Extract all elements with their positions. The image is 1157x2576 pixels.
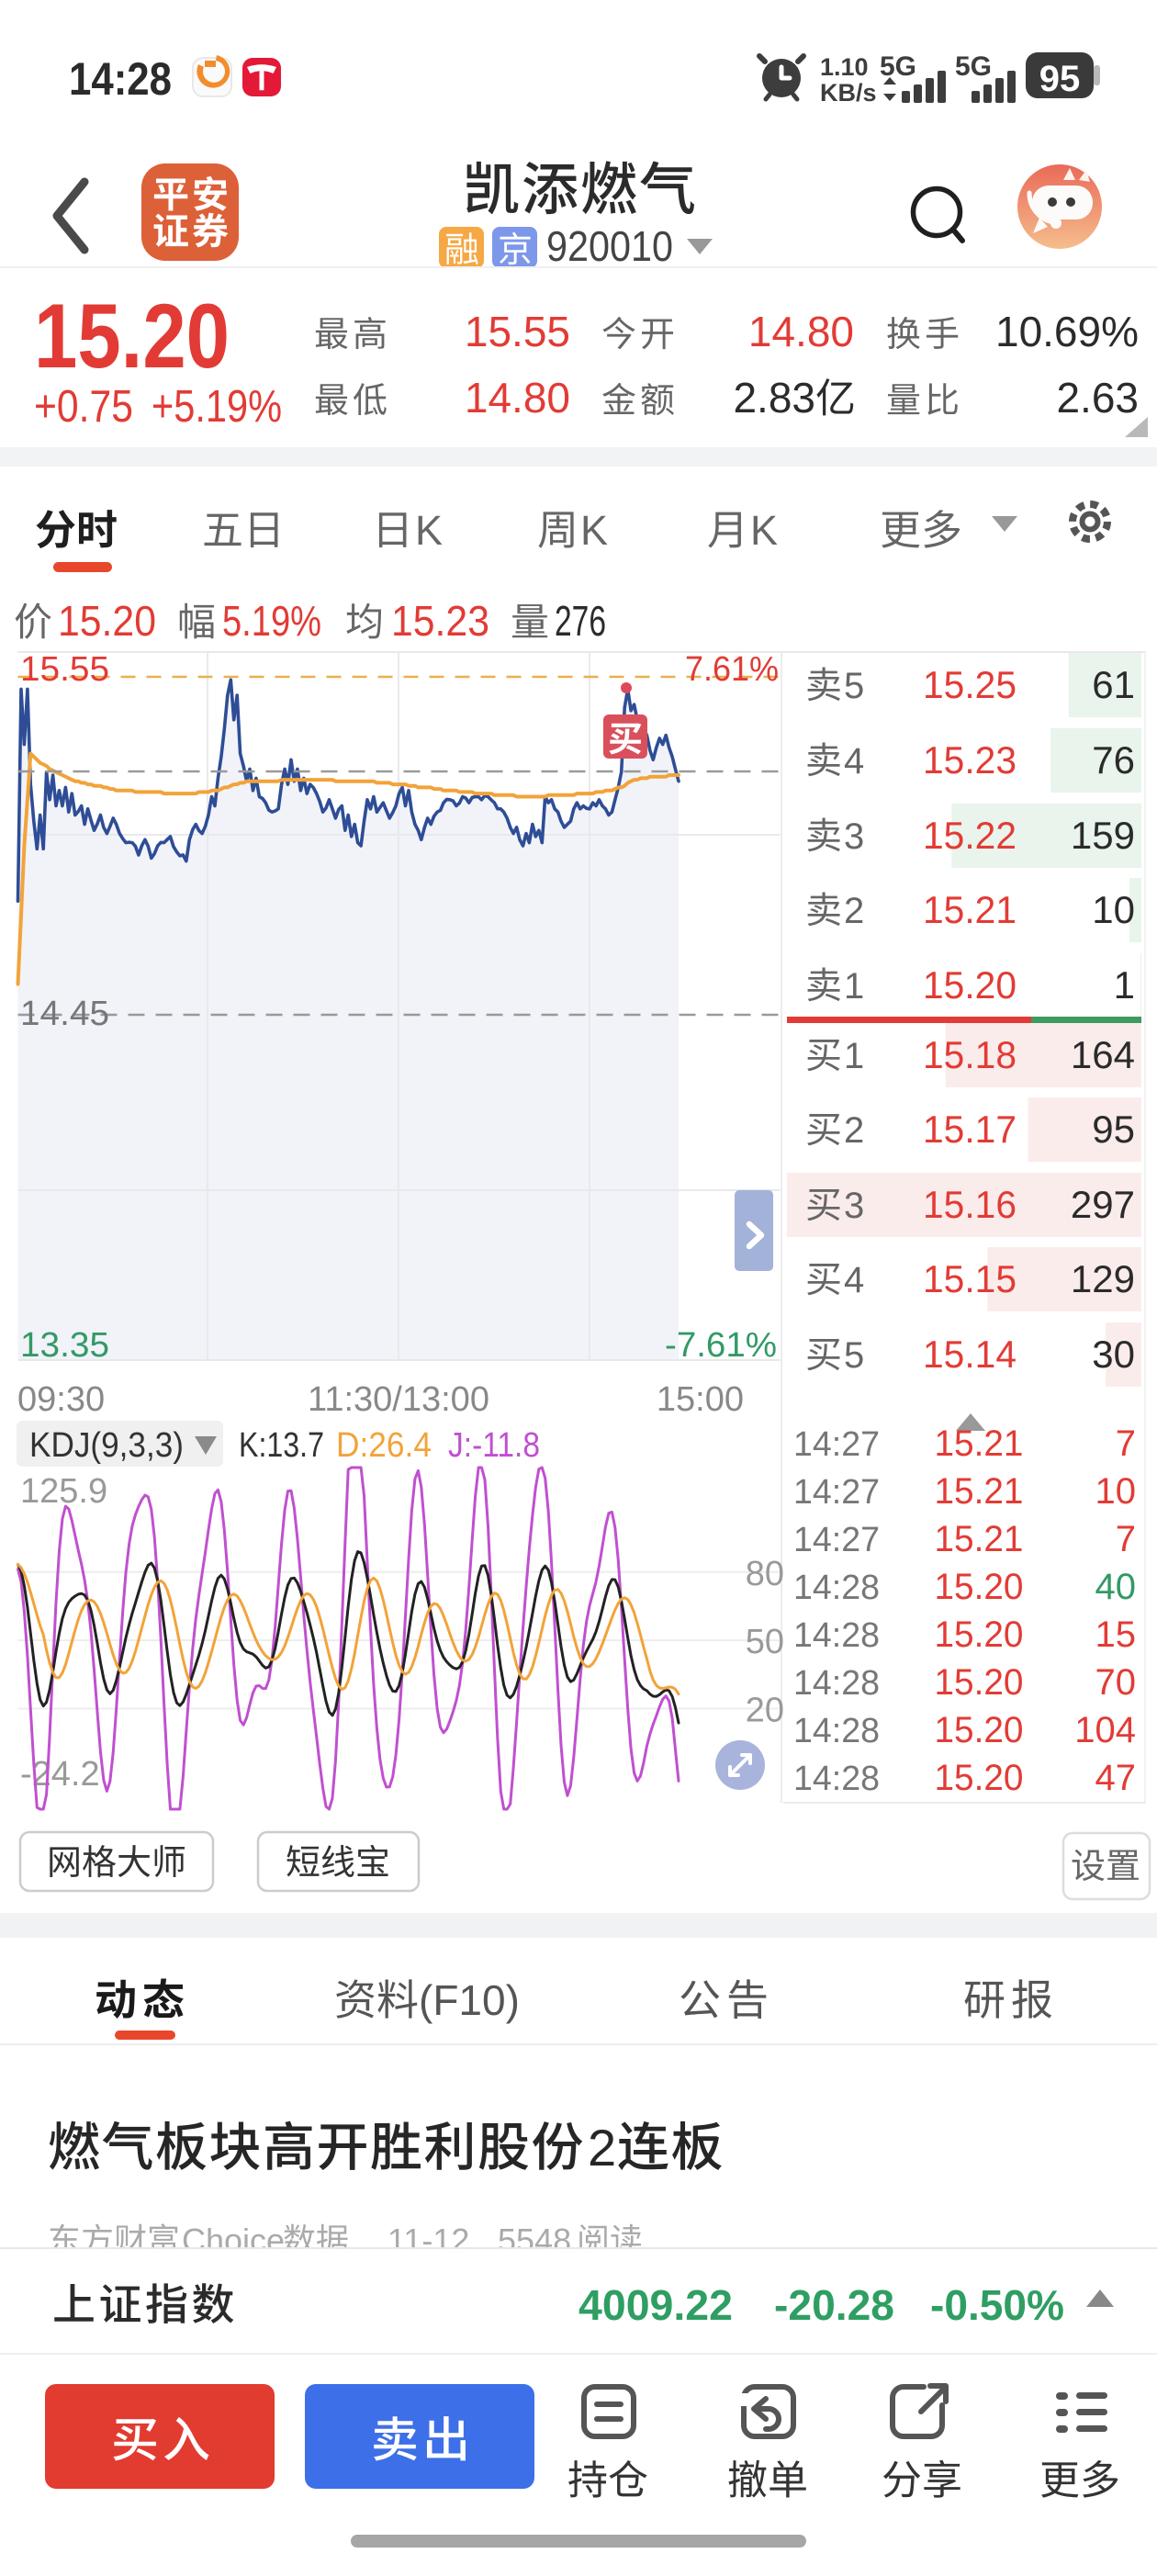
svg-text:D:26.4: D:26.4 — [336, 1426, 432, 1465]
svg-text:KDJ(9,3,3): KDJ(9,3,3) — [29, 1426, 184, 1465]
svg-text:15.14: 15.14 — [923, 1333, 1017, 1376]
svg-text:15.20: 15.20 — [58, 597, 156, 645]
svg-text:15.17: 15.17 — [923, 1108, 1017, 1151]
svg-text:15.20: 15.20 — [923, 963, 1017, 1007]
svg-text:15.20: 15.20 — [935, 1758, 1024, 1798]
svg-text:15.20: 15.20 — [935, 1662, 1024, 1703]
svg-text:15.20: 15.20 — [935, 1710, 1024, 1750]
svg-text:70: 70 — [1095, 1662, 1137, 1703]
svg-text:4009.22: 4009.22 — [578, 2281, 733, 2329]
svg-text:7.61%: 7.61% — [685, 650, 779, 689]
svg-text:15.23: 15.23 — [923, 738, 1017, 782]
svg-text:15.20: 15.20 — [34, 285, 230, 387]
svg-text:15.21: 15.21 — [935, 1519, 1024, 1559]
svg-text:2: 2 — [844, 891, 864, 931]
svg-text:2.83: 2.83 — [733, 374, 815, 422]
svg-text:76: 76 — [1092, 738, 1135, 782]
svg-text:5.19%: 5.19% — [222, 597, 321, 645]
svg-text:15.18: 15.18 — [923, 1033, 1017, 1076]
svg-text:14.80: 14.80 — [748, 308, 854, 355]
svg-text:5G: 5G — [955, 51, 992, 82]
svg-text:09:30: 09:30 — [17, 1380, 105, 1419]
svg-text:K: K — [580, 507, 608, 554]
svg-text:1: 1 — [844, 1036, 864, 1076]
svg-text:+5.19%: +5.19% — [152, 382, 282, 432]
svg-text:14:27: 14:27 — [793, 1425, 880, 1464]
svg-text:J:-11.8: J:-11.8 — [448, 1426, 540, 1465]
svg-text:15:00: 15:00 — [657, 1380, 744, 1419]
svg-text:14:28: 14:28 — [793, 1712, 880, 1750]
svg-text:15.20: 15.20 — [935, 1614, 1024, 1655]
svg-text:1: 1 — [1114, 963, 1135, 1007]
svg-text:2: 2 — [844, 1110, 864, 1151]
svg-text:5: 5 — [844, 666, 864, 706]
svg-text:+0.75: +0.75 — [34, 382, 133, 432]
svg-text:(F10): (F10) — [419, 1976, 520, 2024]
svg-text:14:27: 14:27 — [793, 1521, 880, 1559]
svg-text:14:27: 14:27 — [793, 1473, 880, 1512]
svg-text:129: 129 — [1071, 1257, 1135, 1300]
svg-text:159: 159 — [1071, 814, 1135, 857]
svg-text:-24.2: -24.2 — [20, 1755, 100, 1794]
svg-text:7: 7 — [1116, 1423, 1136, 1464]
svg-text:15.16: 15.16 — [923, 1183, 1017, 1226]
svg-text:-0.50%: -0.50% — [930, 2281, 1064, 2329]
svg-text:920010: 920010 — [546, 222, 673, 270]
svg-text:KB/s: KB/s — [820, 79, 877, 107]
svg-text:15.23: 15.23 — [391, 597, 489, 645]
svg-text:K:13.7: K:13.7 — [239, 1426, 324, 1465]
svg-text:15.21: 15.21 — [923, 888, 1017, 931]
svg-text:3: 3 — [844, 1186, 864, 1226]
svg-text:15.15: 15.15 — [923, 1257, 1017, 1300]
svg-text:15.55: 15.55 — [465, 308, 570, 355]
svg-text:14:28: 14:28 — [793, 1569, 880, 1607]
svg-text:104: 104 — [1074, 1710, 1136, 1750]
svg-text:61: 61 — [1092, 663, 1135, 706]
svg-text:30: 30 — [1092, 1333, 1135, 1376]
svg-text:-7.61%: -7.61% — [665, 1326, 777, 1365]
svg-text:7: 7 — [1116, 1519, 1136, 1559]
svg-text:11:30/13:00: 11:30/13:00 — [308, 1380, 489, 1419]
svg-text:10: 10 — [1095, 1471, 1137, 1512]
svg-text:5: 5 — [844, 1335, 864, 1376]
svg-text:15.20: 15.20 — [935, 1567, 1024, 1607]
svg-text:15.21: 15.21 — [935, 1471, 1024, 1512]
svg-text:4: 4 — [844, 741, 864, 782]
svg-text:15.25: 15.25 — [923, 663, 1017, 706]
svg-text:20: 20 — [746, 1691, 784, 1729]
svg-text:2.63: 2.63 — [1056, 374, 1139, 422]
svg-text:297: 297 — [1071, 1183, 1135, 1226]
svg-text:95: 95 — [1092, 1108, 1135, 1151]
svg-text:5G: 5G — [880, 51, 916, 82]
svg-text:4: 4 — [844, 1260, 864, 1300]
svg-text:276: 276 — [555, 597, 606, 645]
svg-text:-20.28: -20.28 — [774, 2281, 894, 2329]
svg-text:164: 164 — [1071, 1033, 1135, 1076]
svg-text:1: 1 — [844, 966, 864, 1007]
svg-text:2: 2 — [588, 2119, 616, 2177]
svg-text:40: 40 — [1095, 1567, 1137, 1607]
svg-text:14:28: 14:28 — [69, 53, 172, 105]
svg-text:14:28: 14:28 — [793, 1664, 880, 1703]
svg-text:50: 50 — [746, 1623, 784, 1661]
svg-text:80: 80 — [746, 1555, 784, 1593]
svg-text:95: 95 — [1039, 59, 1081, 99]
svg-text:125.9: 125.9 — [20, 1472, 107, 1511]
svg-text:15.21: 15.21 — [935, 1423, 1024, 1464]
svg-text:15.22: 15.22 — [923, 814, 1017, 857]
svg-text:K: K — [415, 507, 443, 554]
svg-text:14.45: 14.45 — [20, 995, 109, 1033]
svg-text:10: 10 — [1092, 888, 1135, 931]
svg-text:15: 15 — [1095, 1614, 1137, 1655]
svg-text:15.55: 15.55 — [20, 650, 109, 689]
svg-text:K: K — [750, 507, 778, 554]
svg-text:10.69%: 10.69% — [995, 308, 1139, 355]
svg-text:14.80: 14.80 — [465, 374, 570, 422]
svg-text:13.35: 13.35 — [20, 1326, 109, 1365]
svg-text:1.10: 1.10 — [820, 53, 869, 81]
svg-text:14:28: 14:28 — [793, 1760, 880, 1798]
svg-text:47: 47 — [1095, 1758, 1137, 1798]
svg-text:3: 3 — [844, 816, 864, 857]
svg-text:14:28: 14:28 — [793, 1616, 880, 1655]
